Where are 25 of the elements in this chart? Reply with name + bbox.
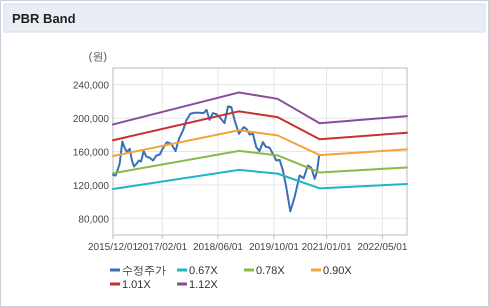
legend-label: 1.01X: [122, 279, 152, 291]
y-axis-title: (원): [88, 51, 107, 63]
x-tick-label: 2022/05/01: [357, 242, 408, 253]
y-tick-label: 80,000: [78, 214, 110, 226]
y-tick-label: 120,000: [72, 180, 110, 192]
legend-label: 0.90X: [323, 265, 352, 277]
x-tick-label: 2019/10/01: [248, 242, 300, 253]
line-series: [112, 129, 408, 158]
line-series: [112, 110, 408, 142]
y-tick-label: 240,000: [72, 80, 110, 92]
x-tick-label: 2017/02/01: [137, 242, 188, 253]
x-tick-label: 2018/06/01: [192, 242, 244, 253]
line-series: [112, 168, 408, 190]
chart-title: PBR Band: [12, 11, 76, 26]
y-tick-label: 200,000: [72, 114, 110, 126]
legend-label: 1.12X: [189, 279, 218, 291]
y-tick-label: 160,000: [72, 148, 110, 158]
line-series: [112, 105, 320, 212]
line-series: [112, 150, 408, 174]
line-series: [112, 91, 408, 126]
legend-label: 0.67X: [189, 265, 218, 277]
x-tick-label: 2015/12/01: [88, 242, 138, 253]
legend-label: 0.78X: [256, 265, 286, 277]
x-tick-label: 2021/01/01: [302, 242, 352, 253]
legend-label: 수정주가: [122, 265, 166, 277]
